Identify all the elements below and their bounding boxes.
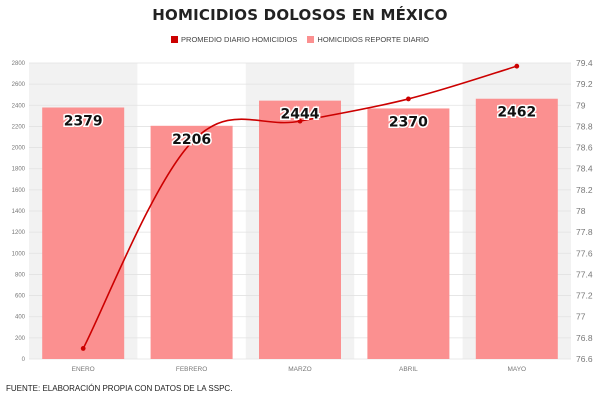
legend-label-line: PROMEDIO DIARIO HOMICIDIOS (181, 34, 298, 44)
y-left-tick-label: 800 (15, 272, 26, 278)
y-right-tick-label: 77.6 (576, 248, 593, 258)
y-right-tick-label: 79.4 (576, 58, 593, 68)
y-right-tick-label: 78 (576, 206, 586, 216)
y-left-tick-label: 0 (22, 357, 26, 363)
y-right-tick-label: 76.6 (576, 354, 593, 364)
bar (150, 125, 233, 360)
y-right-tick-label: 79.2 (576, 79, 593, 89)
bar-data-label: 2462 (497, 105, 536, 121)
y-left-tick-label: 2600 (12, 82, 26, 88)
legend-item-line[interactable]: PROMEDIO DIARIO HOMICIDIOS (171, 35, 297, 44)
y-left-tick-label: 1800 (12, 167, 26, 173)
y-left-tick-label: 1400 (12, 209, 26, 215)
x-tick-label: FEBRERO (176, 366, 207, 373)
bar (259, 100, 341, 360)
bar (367, 108, 450, 359)
line-series (82, 65, 518, 349)
legend: PROMEDIO DIARIO HOMICIDIOS HOMICIDIOS RE… (0, 34, 600, 44)
x-tick-label: MAYO (507, 366, 526, 373)
y-left-tick-label: 2400 (12, 103, 26, 109)
bar (42, 107, 125, 360)
x-tick-label: ENERO (72, 366, 95, 373)
y-left-tick-label: 400 (15, 315, 26, 321)
y-left-tick-label: 600 (15, 294, 26, 300)
y-left-tick-label: 1200 (12, 230, 26, 236)
bar-data-label: 2444 (281, 107, 320, 123)
x-tick-label: ABRIL (399, 366, 418, 373)
y-left-tick-label: 200 (15, 336, 26, 342)
y-right-tick-label: 77.2 (576, 291, 593, 301)
legend-item-bars[interactable]: HOMICIDIOS REPORTE DIARIO (307, 35, 429, 44)
bar-data-label: 2379 (64, 114, 103, 130)
y-left-tick-label: 2200 (12, 124, 26, 130)
line-point (80, 346, 86, 351)
y-right-tick-label: 78.6 (576, 143, 593, 153)
y-left-tick-label: 2000 (12, 146, 26, 152)
y-left-tick-label: 1600 (12, 188, 26, 194)
chart-title: HOMICIDIOS DOLOSOS EN MÉXICO (152, 6, 448, 24)
y-right-tick-label: 78.8 (576, 121, 593, 131)
y-right-tick-label: 77.8 (576, 227, 593, 237)
y-right-tick-label: 78.4 (576, 164, 593, 174)
y-right-tick-label: 76.8 (576, 333, 593, 343)
legend-swatch-bars (307, 35, 315, 43)
y-right-tick-label: 79 (576, 100, 586, 110)
bar (475, 98, 558, 359)
line-point (514, 63, 520, 69)
line-point (406, 96, 411, 102)
y-right-tick-label: 77.4 (576, 269, 593, 279)
line-point (189, 139, 195, 145)
bar-data-label: 2370 (389, 114, 428, 130)
legend-swatch-line (171, 35, 179, 43)
line-point (297, 118, 303, 124)
y-right-tick-label: 78.2 (576, 185, 593, 195)
y-left-tick-label: 2800 (12, 61, 26, 67)
y-right-tick-label: 77 (576, 312, 586, 322)
x-tick-label: MARZO (288, 366, 311, 373)
bar-data-label: 2206 (172, 132, 211, 148)
source-note: FUENTE: ELABORACIÓN PROPIA CON DATOS DE … (6, 384, 233, 393)
legend-label-bars: HOMICIDIOS REPORTE DIARIO (317, 34, 429, 44)
y-left-tick-label: 1000 (12, 251, 26, 257)
